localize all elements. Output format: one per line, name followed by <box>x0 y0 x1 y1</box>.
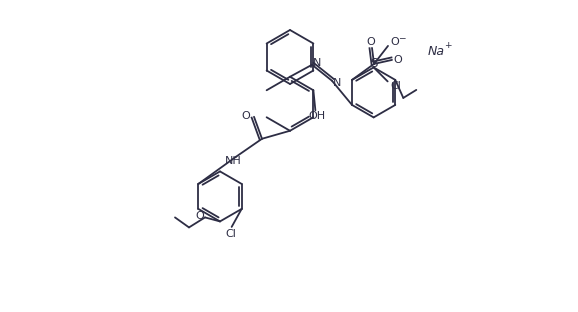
Text: O: O <box>391 37 399 47</box>
Text: N: N <box>333 78 341 88</box>
Text: S: S <box>370 57 377 71</box>
Text: Cl: Cl <box>225 229 236 239</box>
Text: O: O <box>242 111 250 121</box>
Text: Na: Na <box>428 46 444 58</box>
Text: Cl: Cl <box>390 81 401 91</box>
Text: NH: NH <box>225 156 242 166</box>
Text: OH: OH <box>309 111 326 121</box>
Text: +: + <box>444 41 452 51</box>
Text: O: O <box>366 37 375 47</box>
Text: −: − <box>398 33 406 42</box>
Text: O: O <box>195 212 205 222</box>
Text: N: N <box>313 58 321 68</box>
Text: O: O <box>394 55 402 65</box>
